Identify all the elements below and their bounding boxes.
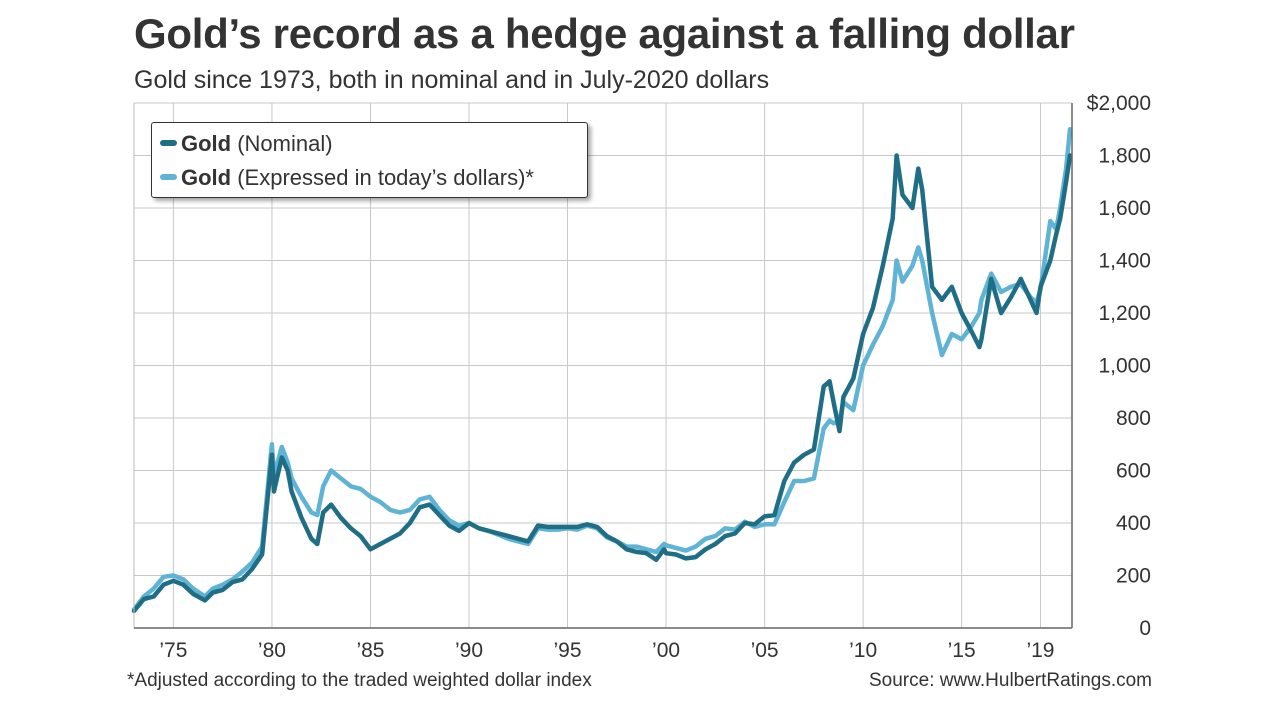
source-note: Source: www.HulbertRatings.com [869, 670, 1152, 691]
legend-label-bold: Gold [181, 165, 232, 190]
legend-item-nominal: Gold (Nominal) [160, 131, 333, 157]
series-line-real [131, 127, 1073, 612]
y-tick-label: 1,200 [1098, 302, 1151, 325]
y-tick-label: $2,000 [1087, 92, 1151, 115]
y-tick-label: 800 [1116, 407, 1151, 430]
x-tick-label: ’90 [455, 639, 483, 662]
y-tick-label: 600 [1116, 460, 1151, 483]
legend-swatch-nominal [160, 140, 177, 147]
x-tick-label: ’05 [751, 639, 779, 662]
x-tick-label: ’75 [159, 639, 187, 662]
x-axis: ’75 ’80 ’85 ’90 ’95 ’00 ’05 ’10 ’15 ’19 [159, 639, 1054, 662]
footnote: *Adjusted according to the traded weight… [127, 670, 592, 691]
chart-series [131, 127, 1073, 614]
legend-item-real: Gold (Expressed in today’s dollars)* [160, 165, 534, 191]
chart-title: Gold’s record as a hedge against a falli… [134, 10, 1075, 57]
legend-label-bold: Gold [181, 131, 232, 156]
legend-label: (Expressed in today’s dollars)* [231, 165, 534, 190]
legend-swatch-real [160, 174, 177, 181]
x-tick-label: ’15 [948, 639, 976, 662]
chart-legend: Gold (Nominal) Gold (Expressed in today’… [151, 122, 588, 198]
x-tick-label: ’00 [652, 639, 680, 662]
chart-subtitle: Gold since 1973, both in nominal and in … [134, 66, 770, 94]
y-tick-label: 1,400 [1098, 250, 1151, 273]
series-line-nominal [131, 153, 1073, 614]
y-axis: 0 200 400 600 800 1,000 1,200 1,400 1,600 1,800 $2… [1087, 92, 1151, 640]
y-tick-label: 200 [1116, 565, 1151, 588]
y-tick-label: 1,000 [1098, 355, 1151, 378]
legend-label: (Nominal) [231, 131, 333, 156]
y-tick-label: 400 [1116, 512, 1151, 535]
x-tick-label: ’85 [356, 639, 384, 662]
y-tick-label: 0 [1139, 617, 1151, 640]
x-tick-label: ’80 [258, 639, 286, 662]
plot-frame [133, 103, 1073, 629]
x-tick-label: ’19 [1026, 639, 1054, 662]
x-tick-label: ’95 [554, 639, 582, 662]
y-tick-label: 1,600 [1098, 197, 1151, 220]
y-tick-label: 1,800 [1098, 145, 1151, 168]
x-tick-label: ’10 [849, 639, 877, 662]
